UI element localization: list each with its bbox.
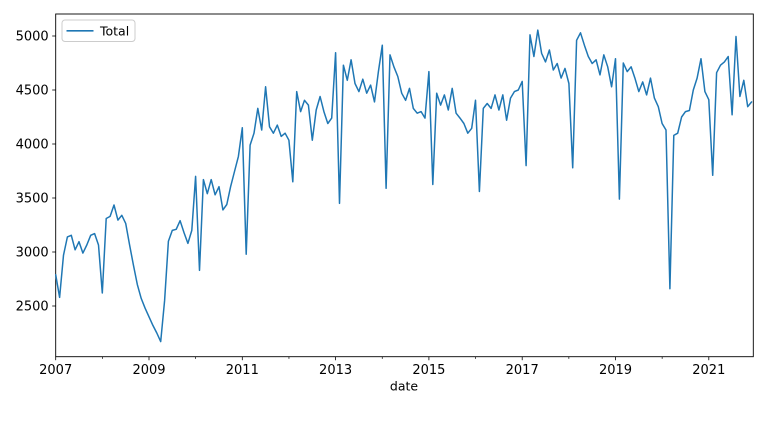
plot-border <box>55 13 754 358</box>
y-tick-label: 2500 <box>16 300 49 315</box>
x-tick-label: 2017 <box>506 363 539 378</box>
x-tick-label: 2015 <box>412 363 445 378</box>
x-tick-label: 2021 <box>692 363 725 378</box>
y-tick-label: 5000 <box>16 30 49 45</box>
x-tick-label: 2007 <box>39 363 72 378</box>
x-tick-label: 2009 <box>132 363 165 378</box>
x-axis-label: date <box>390 379 418 394</box>
x-tick-label: 2019 <box>599 363 632 378</box>
y-tick-label: 4000 <box>16 138 49 153</box>
legend-total-label: Total <box>99 23 129 38</box>
y-tick-label: 3000 <box>16 246 49 261</box>
legend: Total <box>61 19 136 42</box>
legend-box <box>61 19 136 42</box>
y-tick-label: 3500 <box>16 192 49 207</box>
x-tick-label: 2011 <box>226 363 259 378</box>
y-tick-label: 4500 <box>16 84 49 99</box>
x-tick-label: 2013 <box>319 363 352 378</box>
total-line <box>54 29 753 343</box>
